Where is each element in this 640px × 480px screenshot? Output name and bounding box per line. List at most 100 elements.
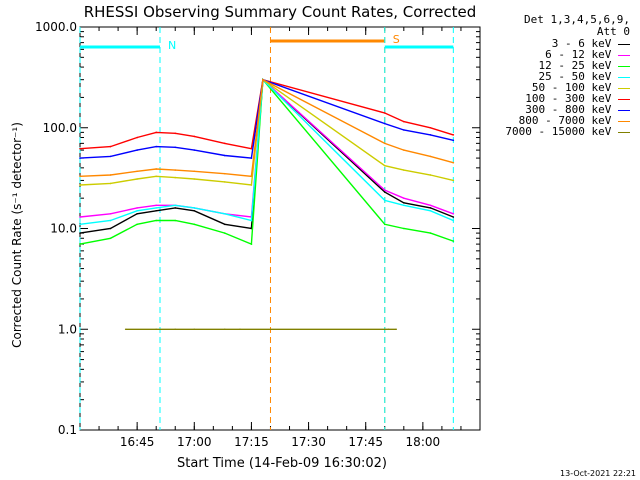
data-point — [452, 161, 455, 164]
plot-frame — [79, 26, 481, 431]
x-tick-label: 17:45 — [348, 435, 383, 449]
data-point — [193, 207, 196, 209]
y-tick-label: 1000.0 — [35, 20, 77, 34]
data-point — [383, 223, 386, 226]
legend-item: 12 - 25 keV — [539, 60, 630, 72]
data-point — [136, 170, 138, 173]
data-point — [452, 240, 455, 242]
data-point — [383, 191, 386, 193]
data-point — [174, 204, 177, 207]
data-point — [193, 170, 196, 173]
data-point — [109, 237, 112, 240]
data-point — [79, 184, 81, 186]
data-point — [429, 155, 432, 158]
legend-item: 50 - 100 keV — [532, 82, 630, 94]
data-point — [387, 328, 390, 331]
data-point — [429, 209, 432, 212]
legend-swatch — [618, 43, 630, 45]
data-point — [193, 178, 196, 180]
data-point — [136, 223, 138, 226]
data-point — [223, 328, 226, 331]
data-point — [452, 216, 455, 218]
series-line — [79, 78, 454, 186]
data-point — [79, 175, 81, 178]
annotation-label: S — [393, 33, 400, 46]
data-point — [429, 126, 432, 129]
data-point — [429, 207, 432, 209]
data-point — [383, 199, 386, 202]
chart-title: RHESSI Observing Summary Count Rates, Co… — [84, 3, 477, 21]
data-point — [403, 169, 405, 171]
data-point — [193, 135, 196, 138]
data-point — [136, 136, 138, 139]
data-point — [403, 227, 405, 230]
data-point — [223, 142, 226, 145]
data-point — [452, 212, 455, 215]
series-line — [79, 78, 454, 234]
series-line — [79, 78, 454, 225]
data-point — [223, 232, 226, 234]
data-point — [155, 207, 157, 209]
data-point — [155, 219, 157, 222]
data-point — [395, 328, 397, 331]
data-point — [155, 204, 157, 207]
series-line — [79, 78, 454, 150]
legend-header: Att 0 — [596, 25, 630, 38]
data-point — [109, 227, 112, 230]
data-point — [452, 179, 455, 182]
data-point — [223, 223, 226, 226]
data-point — [250, 184, 253, 186]
x-axis-label: Start Time (14-Feb-09 16:30:02) — [177, 456, 387, 471]
data-point — [109, 155, 112, 158]
data-point — [155, 168, 157, 170]
data-point — [79, 243, 81, 245]
data-point — [174, 328, 177, 331]
data-point — [223, 172, 226, 175]
legend-item: 300 - 800 keV — [525, 104, 630, 116]
data-point — [155, 209, 157, 212]
series-line — [79, 77, 454, 246]
data-point — [383, 164, 386, 167]
timestamp-footer: 13-Oct-2021 22:21 — [560, 469, 636, 478]
legend-item: 25 - 50 keV — [539, 71, 630, 83]
data-point — [403, 120, 405, 123]
data-point — [174, 207, 177, 209]
data-point — [155, 175, 157, 178]
data-point — [109, 182, 112, 185]
legend-label: 6 - 12 keV — [545, 48, 618, 61]
data-point — [136, 178, 138, 180]
data-point — [136, 149, 138, 151]
x-tick-label: 16:45 — [120, 435, 155, 449]
data-point — [429, 204, 432, 207]
data-point — [193, 149, 196, 151]
data-point — [174, 219, 177, 222]
data-point — [124, 328, 127, 331]
data-point — [250, 147, 253, 150]
legend-item: 6 - 12 keV — [545, 49, 630, 61]
legend-label: 100 - 300 keV — [525, 92, 618, 105]
data-point — [155, 328, 157, 331]
legend-swatch — [618, 109, 630, 111]
y-tick-label: 10.0 — [50, 222, 77, 236]
data-point — [452, 219, 455, 222]
data-point — [383, 112, 386, 114]
data-point — [403, 204, 405, 207]
data-point — [109, 145, 112, 148]
data-point — [136, 207, 138, 209]
legend-label: 800 - 7000 keV — [518, 114, 618, 127]
data-point — [250, 243, 253, 245]
data-point — [239, 328, 241, 331]
data-point — [155, 145, 157, 148]
legend-label: 12 - 25 keV — [538, 59, 618, 72]
data-point — [193, 223, 196, 226]
legend-swatch — [618, 131, 630, 133]
y-tick-label: 1.0 — [58, 322, 77, 336]
data-point — [250, 157, 253, 159]
data-point — [136, 212, 138, 215]
data-point — [383, 189, 386, 191]
data-point — [79, 157, 81, 159]
legend-item: 100 - 300 keV — [525, 93, 630, 105]
data-point — [155, 131, 157, 134]
data-point — [403, 197, 405, 199]
